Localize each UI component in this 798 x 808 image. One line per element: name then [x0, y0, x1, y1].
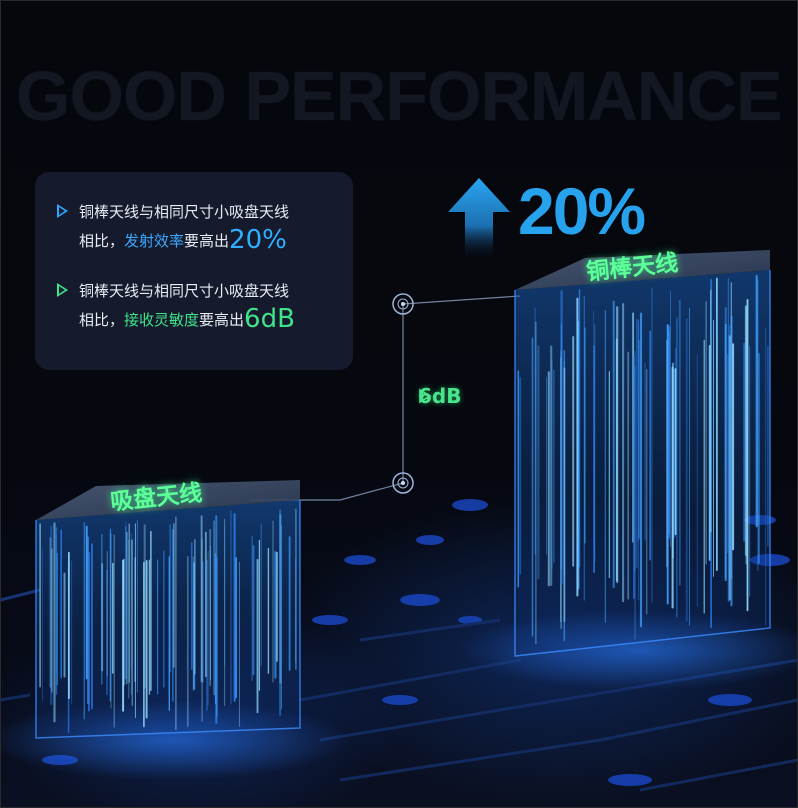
- suction-antenna-block: [0, 480, 350, 780]
- triangle-right-icon: [57, 283, 68, 297]
- point-line1: 铜棒天线与相同尺寸小吸盘天线: [79, 203, 290, 221]
- point-value: 6dB: [244, 304, 295, 334]
- arrow-up-icon: [448, 178, 510, 258]
- comparison-panel: 铜棒天线与相同尺寸小吸盘天线 相比，发射效率要高出20% 铜棒天线与相同尺寸小吸…: [35, 172, 353, 370]
- highlight-text: 接收灵敏度: [124, 311, 200, 329]
- background-watermark: GOOD PERFORMANCE: [16, 57, 783, 135]
- gap-label: 6dB: [418, 384, 462, 408]
- headline-value: 20%: [518, 174, 646, 248]
- copper-antenna-block: [460, 250, 798, 690]
- point-line2: 相比，接收灵敏度要高出6dB: [79, 304, 295, 334]
- comparison-point-rx: 铜棒天线与相同尺寸小吸盘天线 相比，接收灵敏度要高出6dB: [57, 277, 353, 334]
- triangle-right-icon: [57, 204, 68, 218]
- triangle-right-icon: [419, 388, 432, 404]
- comparison-point-tx: 铜棒天线与相同尺寸小吸盘天线 相比，发射效率要高出20%: [57, 198, 353, 255]
- highlight-text: 发射效率: [124, 232, 185, 250]
- point-value: 20%: [229, 225, 287, 255]
- point-line1: 铜棒天线与相同尺寸小吸盘天线: [79, 282, 290, 300]
- target-marker-icon: [392, 293, 414, 494]
- point-line2: 相比，发射效率要高出20%: [79, 225, 287, 255]
